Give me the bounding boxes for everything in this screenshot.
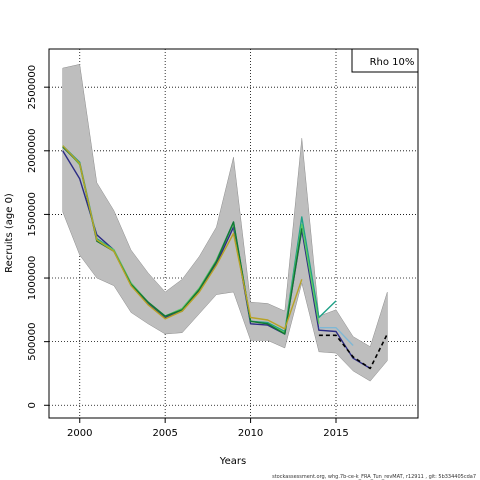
plot-frame bbox=[48, 48, 419, 419]
y-tick-label: 2500000 bbox=[27, 65, 38, 110]
x-tick-label: 2005 bbox=[152, 428, 177, 439]
x-tick-label: 2000 bbox=[67, 428, 92, 439]
confidence-band bbox=[62, 63, 388, 382]
x-axis: 2000 2005 2010 2015 bbox=[67, 418, 349, 439]
series-lines bbox=[62, 145, 389, 370]
y-tick-label: 0 bbox=[27, 402, 38, 408]
y-tick-label: 1500000 bbox=[27, 192, 38, 237]
series-line-5 bbox=[62, 145, 303, 330]
x-tick-label: 2010 bbox=[238, 428, 263, 439]
y-tick-label: 2000000 bbox=[27, 129, 38, 174]
footer-attribution: stockassessment.org, whg.7b-ce-k_FRA_Tun… bbox=[272, 474, 476, 480]
y-tick-label: 500000 bbox=[27, 323, 38, 361]
y-axis-title: Recruits (age 0) bbox=[4, 193, 15, 273]
legend: Rho 10% bbox=[351, 48, 419, 73]
x-axis-title: Years bbox=[219, 456, 246, 467]
y-tick-label: 1000000 bbox=[27, 256, 38, 301]
legend-label: Rho 10% bbox=[370, 57, 415, 68]
confidence-band-area bbox=[62, 63, 388, 382]
series-line-7 bbox=[318, 333, 389, 370]
legend-box bbox=[351, 48, 419, 73]
series-line-6 bbox=[318, 327, 354, 346]
y-axis: 0 500000 1000000 1500000 2000000 2500000 bbox=[27, 65, 49, 408]
x-tick-label: 2015 bbox=[323, 428, 348, 439]
